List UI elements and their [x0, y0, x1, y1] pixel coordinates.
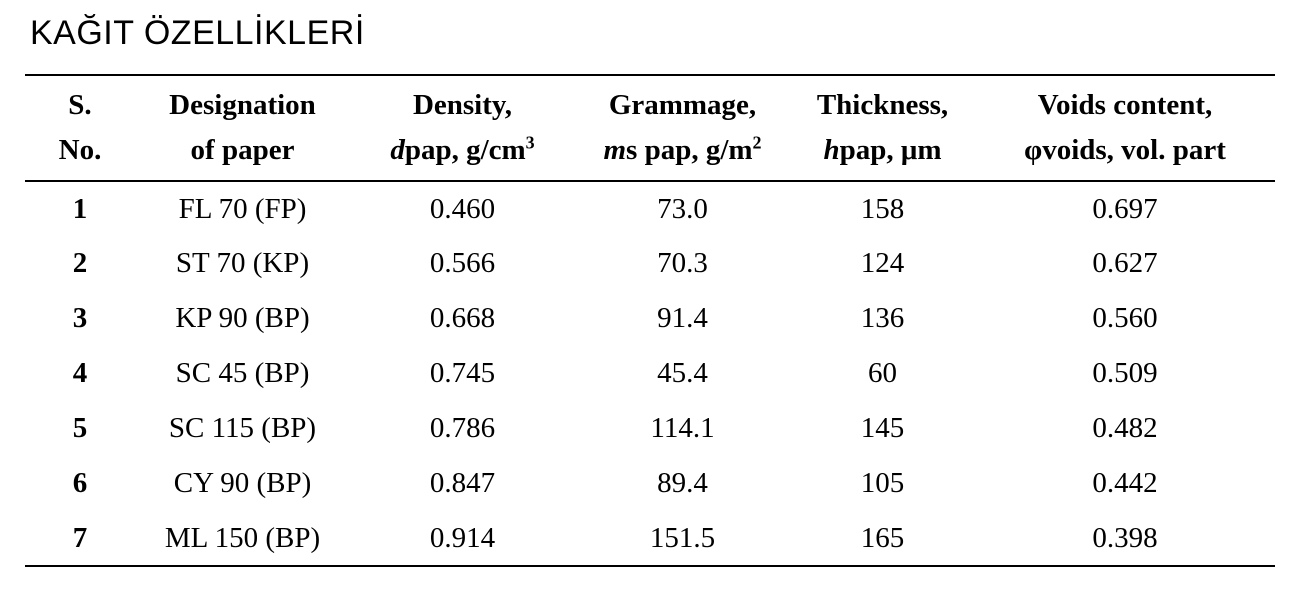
column-unit: hpap, μm: [790, 128, 975, 173]
cell-voids: 0.560: [1092, 302, 1158, 334]
cell-grammage: 70.3: [657, 247, 708, 279]
cell-grammage: 73.0: [657, 192, 708, 225]
unit-italic-symbol: h: [823, 134, 840, 166]
cell-thickness: 105: [860, 467, 905, 499]
column-title: Designation: [169, 89, 316, 121]
column-header-density: Density, dpap, g/cm3: [350, 75, 575, 181]
unit-italic-symbol: m: [603, 134, 627, 166]
cell-voids: 0.398: [1092, 521, 1158, 554]
cell-thickness: 158: [860, 192, 905, 225]
unit-text: pap, μm: [839, 134, 942, 166]
column-unit: dpap, g/cm3: [350, 128, 575, 173]
cell-thickness: 136: [860, 302, 905, 334]
column-unit: φvoids, vol. part: [975, 128, 1275, 173]
cell-designation: ST 70 (KP): [175, 247, 310, 279]
cell-density: 0.847: [429, 467, 496, 499]
cell-density: 0.566: [429, 247, 496, 279]
column-header-grammage: Grammage, ms pap, g/m2: [575, 75, 790, 181]
column-header-designation: Designation of paper: [135, 75, 350, 181]
cell-sno: 4: [72, 357, 88, 389]
column-subtitle: of paper: [135, 128, 350, 173]
cell-voids: 0.482: [1092, 412, 1158, 444]
unit-superscript: 2: [752, 132, 762, 153]
cell-designation: FL 70 (FP): [178, 192, 307, 225]
table-row: 7 ML 150 (BP) 0.914 151.5 165 0.398: [25, 511, 1275, 566]
table-row: 2 ST 70 (KP) 0.566 70.3 124 0.627: [25, 236, 1275, 291]
table-body: 1 FL 70 (FP) 0.460 73.0 158 0.697 2 ST 7…: [25, 181, 1275, 566]
column-title: Voids content,: [1037, 89, 1213, 121]
unit-text: s pap, g/m: [626, 134, 753, 166]
cell-density: 0.786: [429, 412, 496, 444]
cell-thickness: 165: [860, 521, 905, 554]
cell-voids: 0.697: [1092, 192, 1158, 225]
column-title: Thickness,: [816, 89, 949, 121]
unit-italic-symbol: d: [390, 134, 405, 166]
unit-text: of paper: [190, 134, 295, 166]
column-header-voids: Voids content, φvoids, vol. part: [975, 75, 1275, 181]
column-title: Density,: [412, 89, 513, 121]
cell-grammage: 114.1: [650, 412, 715, 444]
column-header-thickness: Thickness, hpap, μm: [790, 75, 975, 181]
cell-designation: ML 150 (BP): [164, 521, 321, 554]
unit-text: φvoids, vol. part: [1024, 134, 1226, 166]
cell-grammage: 151.5: [649, 521, 716, 554]
cell-density: 0.914: [429, 521, 496, 554]
cell-grammage: 91.4: [657, 302, 708, 334]
cell-sno: 5: [72, 412, 88, 444]
header-row: S. No. Designation of paper Density, dpa…: [25, 75, 1275, 181]
cell-thickness: 124: [860, 247, 905, 279]
cell-grammage: 89.4: [657, 467, 708, 499]
cell-designation: SC 45 (BP): [175, 357, 310, 389]
page-title: KAĞIT ÖZELLİKLERİ: [30, 14, 365, 52]
cell-designation: SC 115 (BP): [168, 412, 317, 444]
cell-density: 0.460: [429, 192, 496, 225]
cell-voids: 0.627: [1092, 247, 1158, 279]
cell-thickness: 60: [868, 357, 897, 389]
cell-sno: 2: [72, 247, 88, 279]
cell-sno: 3: [72, 302, 88, 334]
unit-text: pap, g/cm: [404, 134, 526, 166]
table-header: S. No. Designation of paper Density, dpa…: [25, 75, 1275, 181]
column-title: Grammage,: [608, 89, 757, 121]
cell-sno: 7: [72, 521, 88, 554]
cell-designation: KP 90 (BP): [175, 302, 310, 334]
cell-sno: 1: [72, 192, 88, 225]
table-row: 4 SC 45 (BP) 0.745 45.4 60 0.509: [25, 346, 1275, 401]
cell-voids: 0.442: [1092, 467, 1158, 499]
table-row: 6 CY 90 (BP) 0.847 89.4 105 0.442: [25, 456, 1275, 511]
unit-superscript: 3: [525, 132, 535, 153]
unit-text: No.: [58, 134, 102, 166]
cell-grammage: 45.4: [657, 357, 708, 389]
table-row: 5 SC 115 (BP) 0.786 114.1 145 0.482: [25, 401, 1275, 456]
column-unit: ms pap, g/m2: [575, 128, 790, 173]
cell-voids: 0.509: [1092, 357, 1158, 389]
table-row: 1 FL 70 (FP) 0.460 73.0 158 0.697: [25, 181, 1275, 236]
cell-density: 0.745: [429, 357, 496, 389]
cell-thickness: 145: [860, 412, 905, 444]
cell-designation: CY 90 (BP): [173, 467, 312, 499]
cell-density: 0.668: [429, 302, 496, 334]
cell-sno: 6: [72, 467, 88, 499]
column-header-sno: S. No.: [25, 75, 135, 181]
paper-properties-table: S. No. Designation of paper Density, dpa…: [25, 74, 1275, 567]
table-row: 3 KP 90 (BP) 0.668 91.4 136 0.560: [25, 291, 1275, 346]
column-title: S.: [68, 89, 92, 121]
column-subtitle: No.: [25, 128, 135, 173]
